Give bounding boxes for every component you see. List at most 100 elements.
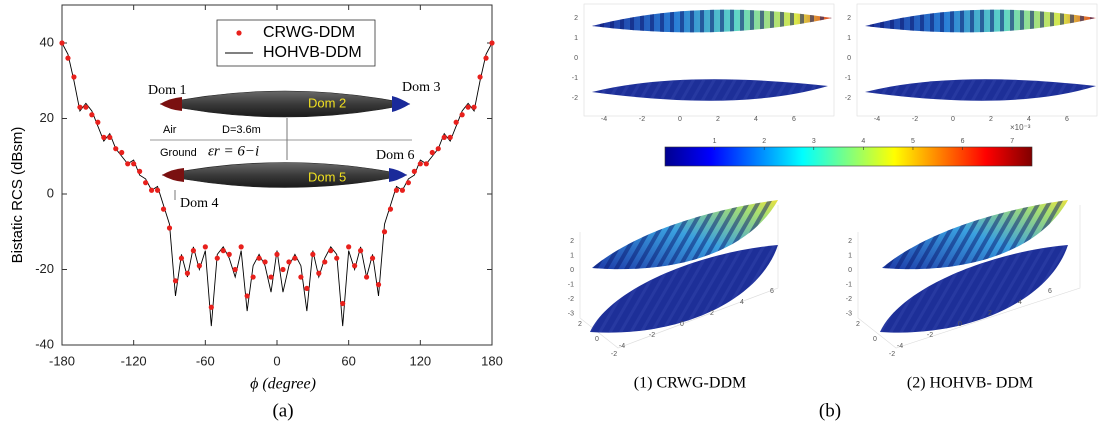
annotation: Dom 4 — [180, 196, 219, 211]
z-tick-label: -1 — [568, 281, 574, 288]
x-tick-label: 0 — [273, 353, 280, 368]
x-tick-label: 0 — [951, 116, 955, 123]
marker — [196, 263, 202, 269]
marker — [178, 255, 185, 261]
y-tick-label: -2 — [889, 351, 895, 358]
x-tick-label: -2 — [639, 116, 645, 123]
marker — [65, 55, 71, 61]
marker — [95, 119, 101, 125]
colorbar-tick-label: 2 — [762, 138, 766, 145]
annotation: Dom 1 — [148, 83, 187, 98]
z-tick-label: -2 — [846, 296, 852, 303]
z-tick-label: 1 — [570, 252, 574, 259]
z-tick-label: 0 — [848, 267, 852, 274]
y-tick-label: 40 — [40, 34, 54, 49]
legend-marker — [236, 30, 242, 36]
colorbar — [664, 146, 1033, 167]
panel-label: (b) — [819, 400, 841, 421]
subplot-caption: (1) CRWG-DDM — [634, 375, 746, 392]
x-axis-label: ϕ (degree) — [250, 376, 316, 393]
z-tick-label: -2 — [568, 296, 574, 303]
y-tick-label: -2 — [845, 95, 851, 102]
top-view-2 — [856, 3, 1098, 117]
marker — [113, 146, 119, 152]
marker — [274, 251, 280, 257]
marker — [423, 161, 429, 167]
x-tick-label: 2 — [989, 116, 993, 123]
marker — [137, 168, 143, 174]
x-tick-label: 60 — [341, 353, 355, 368]
marker — [220, 248, 226, 254]
annotation: Air — [163, 124, 177, 136]
x-tick-label: 6 — [792, 116, 796, 123]
colorbar-exponent: ×10⁻³ — [1010, 123, 1031, 132]
x-tick-label: -4 — [601, 116, 607, 123]
x-tick-label: -4 — [897, 343, 903, 350]
y-tick-label: 0 — [595, 336, 599, 343]
marker — [465, 104, 471, 110]
x-tick-label: 6 — [770, 288, 774, 295]
annotation: Dom 3 — [402, 80, 441, 95]
x-tick-label: -2 — [912, 116, 918, 123]
z-tick-label: 0 — [570, 267, 574, 274]
marker — [214, 255, 220, 261]
marker — [334, 255, 340, 261]
x-tick-label: 6 — [1048, 288, 1052, 295]
colorbar-tick-label: 7 — [1010, 138, 1014, 145]
legend-label: HOHVB-DDM — [263, 44, 362, 61]
x-tick-label: -2 — [649, 332, 655, 339]
marker — [292, 255, 298, 261]
marker — [83, 104, 89, 110]
colorbar-tick-label: 6 — [961, 138, 965, 145]
marker — [405, 180, 411, 186]
marker — [363, 274, 370, 280]
x-tick-label: 0 — [678, 116, 682, 123]
marker — [435, 146, 441, 152]
marker — [226, 251, 232, 257]
x-tick-label: -4 — [619, 343, 625, 350]
marker — [328, 248, 334, 254]
marker — [143, 180, 149, 186]
marker — [453, 119, 459, 125]
marker — [369, 255, 376, 261]
y-tick-label: 0 — [873, 336, 877, 343]
y-tick-label: 20 — [40, 110, 54, 125]
annotation: D=3.6m — [222, 124, 261, 136]
colorbar-tick-label: 5 — [911, 138, 915, 145]
marker — [232, 266, 238, 273]
marker — [244, 293, 250, 299]
y-tick-label: -20 — [35, 261, 54, 276]
annotation: εr = 6−i — [208, 143, 259, 159]
y-tick-label: 1 — [847, 35, 851, 42]
marker — [131, 161, 137, 167]
z-tick-label: 1 — [848, 252, 852, 259]
y-tick-label: -2 — [572, 95, 578, 102]
colorbar-tick-label: 4 — [861, 138, 865, 145]
x-tick-label: 2 — [988, 310, 992, 317]
y-tick-label: 2 — [847, 15, 851, 22]
y-tick-label: -40 — [35, 336, 54, 351]
marker — [298, 274, 304, 280]
x-tick-label: 0 — [958, 321, 962, 328]
iso-view-2 — [857, 200, 1081, 349]
z-tick-label: -3 — [846, 310, 852, 317]
colorbar-tick-label: 3 — [812, 138, 816, 145]
marker — [268, 274, 274, 280]
y-tick-label: 0 — [847, 55, 851, 62]
marker — [393, 187, 400, 193]
x-tick-label: -4 — [874, 116, 880, 123]
marker — [77, 104, 83, 110]
marker — [411, 168, 417, 174]
marker — [101, 134, 107, 140]
x-tick-label: 0 — [680, 321, 684, 328]
marker — [280, 266, 286, 273]
y-tick-label: 0 — [574, 55, 578, 62]
marker — [322, 259, 328, 265]
annotation: Dom 5 — [308, 169, 346, 184]
marker — [262, 259, 268, 265]
legend-box — [216, 19, 376, 67]
marker — [166, 225, 173, 231]
line — [61, 42, 493, 327]
marker — [202, 244, 208, 250]
